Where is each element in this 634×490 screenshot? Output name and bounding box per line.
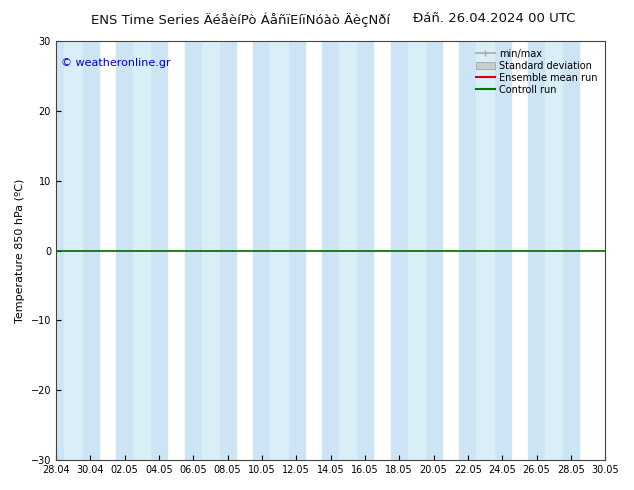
Bar: [477, 41, 494, 460]
Bar: [391, 41, 442, 460]
Y-axis label: Temperature 850 hPa (ºC): Temperature 850 hPa (ºC): [15, 178, 25, 323]
Bar: [408, 41, 425, 460]
Bar: [254, 41, 305, 460]
Text: ENS Time Series ÄéåèíPò ÁåñïEíïNóàò ÄèçNðí: ENS Time Series ÄéåèíPò ÁåñïEíïNóàò ÄèçN…: [91, 12, 391, 27]
Bar: [528, 41, 579, 460]
Text: © weatheronline.gr: © weatheronline.gr: [61, 58, 171, 68]
Bar: [545, 41, 562, 460]
Bar: [65, 41, 82, 460]
Bar: [48, 41, 99, 460]
Legend: min/max, Standard deviation, Ensemble mean run, Controll run: min/max, Standard deviation, Ensemble me…: [473, 46, 600, 98]
Bar: [322, 41, 373, 460]
Bar: [459, 41, 511, 460]
Bar: [202, 41, 219, 460]
Text: Đáñ. 26.04.2024 00 UTC: Đáñ. 26.04.2024 00 UTC: [413, 12, 576, 25]
Bar: [271, 41, 288, 460]
Bar: [133, 41, 150, 460]
Bar: [116, 41, 167, 460]
Bar: [184, 41, 236, 460]
Bar: [339, 41, 356, 460]
